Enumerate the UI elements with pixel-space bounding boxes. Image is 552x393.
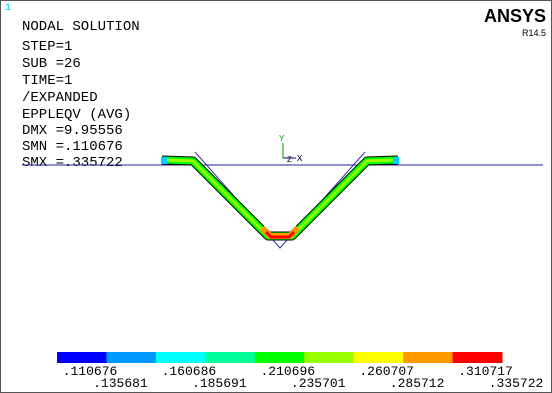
header-line: DMX =9.95556 [22,123,123,139]
header-line: TIME=1 [22,73,72,89]
triad-x: X [297,154,303,164]
legend-cell [156,352,206,363]
frame [1,1,552,393]
header-line: STEP=1 [22,39,72,55]
shape-end-left [161,157,167,164]
window-number: 1 [5,3,11,14]
header-line: SUB =26 [22,56,81,72]
legend-label: .185691 [192,376,247,391]
legend-label: .335722 [489,376,544,391]
header-line: EPPLEQV (AVG) [22,107,131,123]
legend-cell [304,352,354,363]
legend-label: .285712 [390,376,445,391]
brand-version: R14.5 [522,28,546,38]
header-line: NODAL SOLUTION [22,19,140,35]
legend-cell [453,352,503,363]
legend-cell [57,352,107,363]
header-line: SMN =.110676 [22,139,123,155]
ansys-graphics-window: 1 ANSYS R14.5 NODAL SOLUTION STEP=1SUB =2… [0,0,552,393]
legend-label: .235701 [291,376,346,391]
header-line: /EXPANDED [22,90,98,106]
legend-cell [354,352,404,363]
shape-end-right [393,157,399,164]
brand-name: ANSYS [484,6,546,26]
legend-cell [403,352,453,363]
legend-cell [255,352,305,363]
legend-label: .135681 [93,376,148,391]
triad-y: Y [279,134,285,144]
legend-cell [106,352,156,363]
triad-z: Z [287,156,292,165]
legend-cell [205,352,255,363]
header-line: SMX =.335722 [22,155,123,171]
